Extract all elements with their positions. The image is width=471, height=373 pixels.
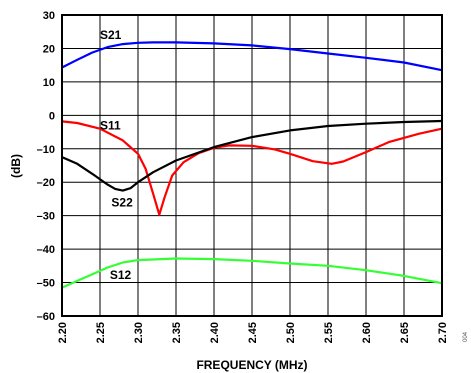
series-label-s21: S21: [100, 28, 122, 42]
y-tick-label: 30: [43, 10, 55, 22]
series-line-s21: [61, 41, 443, 72]
series-label-s22: S22: [111, 195, 133, 209]
y-tick-label: –10: [37, 144, 55, 156]
x-tick-label: 2.30: [133, 322, 145, 343]
x-tick-label: 2.65: [399, 322, 411, 343]
y-tick-label: 20: [43, 43, 55, 55]
x-tick-label: 2.50: [285, 322, 297, 343]
y-tick-label: 10: [43, 77, 55, 89]
y-tick-label: 0: [49, 110, 55, 122]
series-layer: [61, 41, 443, 289]
y-tick-label: –60: [37, 311, 55, 323]
x-tick-label: 2.20: [57, 322, 69, 343]
x-tick-label: 2.60: [361, 322, 373, 343]
series-label-s11: S11: [100, 118, 121, 132]
y-tick-label: –20: [37, 177, 55, 189]
series-labels: S21 S11 S22 S12: [100, 28, 133, 282]
y-axis-label: (dB): [9, 154, 23, 178]
y-tick-label: –30: [37, 211, 55, 223]
series-line-s12: [61, 257, 443, 289]
x-tick-label: 2.55: [323, 322, 335, 343]
plot-frame: [61, 14, 443, 317]
x-axis-label: FREQUENCY (MHz): [196, 358, 307, 372]
y-tick-label: –40: [37, 244, 55, 256]
side-note: 004: [463, 331, 469, 342]
y-tick-label: –50: [37, 278, 55, 290]
x-tick-label: 2.25: [95, 322, 107, 343]
x-tick-label: 2.70: [437, 322, 449, 343]
x-tick-label: 2.40: [209, 322, 221, 343]
y-tick-labels: 30 20 10 0 –10 –20 –30 –40 –50 –60: [37, 10, 55, 323]
series-label-s12: S12: [110, 268, 132, 282]
x-tick-label: 2.35: [171, 322, 183, 343]
series-line-s22: [61, 119, 443, 192]
x-tick-label: 2.45: [247, 322, 259, 343]
x-tick-labels: 2.20 2.25 2.30 2.35 2.40 2.45 2.50 2.55 2.60 2.65…: [57, 322, 449, 343]
